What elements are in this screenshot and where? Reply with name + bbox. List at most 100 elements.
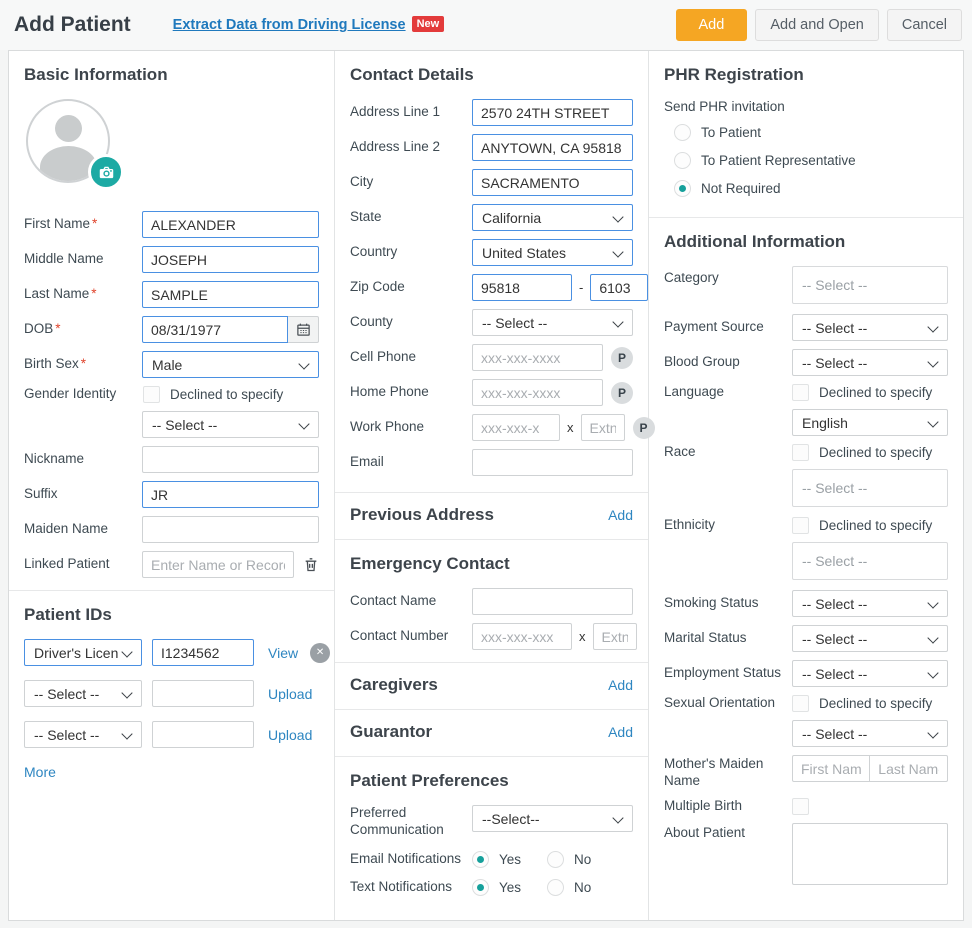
ethnicity-declined-checkbox[interactable] bbox=[792, 517, 809, 534]
blood-group-label: Blood Group bbox=[664, 354, 740, 370]
upload-link[interactable]: Upload bbox=[268, 685, 313, 702]
preferred-communication-select[interactable]: --Select-- bbox=[472, 805, 633, 832]
trash-icon[interactable] bbox=[303, 556, 319, 573]
maiden-name-input[interactable] bbox=[142, 516, 319, 543]
add-caregiver-link[interactable]: Add bbox=[608, 677, 633, 693]
sexual-orientation-declined-checkbox[interactable] bbox=[792, 695, 809, 712]
basic-information-title: Basic Information bbox=[24, 65, 168, 84]
sexual-orientation-select[interactable]: -- Select -- bbox=[792, 720, 948, 747]
zip-code-label: Zip Code bbox=[350, 279, 405, 295]
category-label: Category bbox=[664, 270, 719, 285]
middle-name-input[interactable] bbox=[142, 246, 319, 273]
text-notifications-no[interactable]: No bbox=[547, 878, 591, 896]
cancel-button[interactable]: Cancel bbox=[886, 9, 962, 41]
race-select[interactable]: -- Select -- bbox=[792, 469, 948, 507]
phr-option-to-patient[interactable]: To Patient bbox=[674, 124, 948, 141]
contact-number-input[interactable] bbox=[472, 623, 572, 650]
suffix-input[interactable] bbox=[142, 481, 319, 508]
work-phone-ext-input[interactable] bbox=[580, 414, 625, 441]
race-declined-checkbox[interactable] bbox=[792, 444, 809, 461]
patient-id-type-select-2[interactable]: -- Select -- bbox=[24, 680, 142, 707]
county-label: County bbox=[350, 314, 393, 330]
email-input[interactable] bbox=[472, 449, 633, 476]
phone-preferred-icon[interactable]: P bbox=[632, 416, 655, 439]
upload-link[interactable]: Upload bbox=[268, 726, 313, 743]
patient-id-type-select-1[interactable]: Driver's Licen bbox=[24, 639, 142, 666]
phone-preferred-icon[interactable]: P bbox=[611, 346, 633, 369]
caregivers-section: Caregivers Add bbox=[335, 663, 648, 710]
declined-to-specify-label: Declined to specify bbox=[819, 518, 933, 533]
contact-number-ext-input[interactable] bbox=[592, 623, 637, 650]
smoking-status-select[interactable]: -- Select -- bbox=[792, 590, 948, 617]
mothers-maiden-first-name-input[interactable] bbox=[792, 755, 871, 782]
camera-icon[interactable] bbox=[88, 154, 124, 190]
phone-preferred-icon[interactable]: P bbox=[611, 381, 633, 404]
new-badge: New bbox=[411, 16, 445, 32]
zip-code-input[interactable] bbox=[472, 274, 572, 301]
first-name-input[interactable] bbox=[142, 211, 319, 238]
calendar-icon[interactable] bbox=[288, 316, 319, 343]
category-select[interactable]: -- Select -- bbox=[792, 266, 948, 304]
patient-id-type-select-3[interactable]: -- Select -- bbox=[24, 721, 142, 748]
state-select[interactable]: California bbox=[472, 204, 633, 231]
address-line-1-input[interactable] bbox=[472, 99, 633, 126]
first-name-label: First Name bbox=[24, 216, 91, 232]
country-select[interactable]: United States bbox=[472, 239, 633, 266]
marital-status-select[interactable]: -- Select -- bbox=[792, 625, 948, 652]
payment-source-label: Payment Source bbox=[664, 319, 764, 335]
county-select[interactable]: -- Select -- bbox=[472, 309, 633, 336]
employment-status-select[interactable]: -- Select -- bbox=[792, 660, 948, 687]
remove-id-icon[interactable]: ✕ bbox=[310, 642, 331, 663]
multiple-birth-checkbox[interactable] bbox=[792, 797, 809, 815]
patient-id-value-input-1[interactable] bbox=[152, 639, 254, 666]
mothers-maiden-last-name-input[interactable] bbox=[870, 755, 948, 782]
extract-driving-license-link[interactable]: Extract Data from Driving License bbox=[172, 17, 406, 33]
payment-source-select[interactable]: -- Select -- bbox=[792, 314, 948, 341]
add-guarantor-link[interactable]: Add bbox=[608, 724, 633, 740]
more-link[interactable]: More bbox=[24, 764, 56, 780]
contact-number-label: Contact Number bbox=[350, 628, 449, 644]
phr-option-not-required[interactable]: Not Required bbox=[674, 180, 948, 197]
suffix-label: Suffix bbox=[24, 486, 58, 502]
patient-id-row: -- Select -- Upload bbox=[24, 680, 319, 707]
add-and-open-button[interactable]: Add and Open bbox=[755, 9, 879, 41]
cell-phone-input[interactable] bbox=[472, 344, 603, 371]
declined-to-specify-label: Declined to specify bbox=[819, 696, 933, 711]
add-button[interactable]: Add bbox=[675, 9, 748, 41]
home-phone-input[interactable] bbox=[472, 379, 603, 406]
work-phone-input[interactable] bbox=[472, 414, 560, 441]
gender-identity-declined-checkbox[interactable] bbox=[143, 386, 160, 403]
birth-sex-select[interactable]: Male bbox=[142, 351, 319, 378]
multiple-birth-label: Multiple Birth bbox=[664, 797, 743, 813]
ethnicity-select[interactable]: -- Select -- bbox=[792, 542, 948, 580]
radio-yes bbox=[472, 878, 489, 896]
email-notifications-yes[interactable]: Yes bbox=[472, 850, 521, 868]
zip-ext-input[interactable] bbox=[590, 274, 649, 301]
linked-patient-input[interactable] bbox=[142, 551, 294, 578]
last-name-input[interactable] bbox=[142, 281, 319, 308]
email-notifications-no[interactable]: No bbox=[547, 850, 591, 868]
patient-id-value-input-2[interactable] bbox=[152, 680, 254, 707]
patient-id-value-input-3[interactable] bbox=[152, 721, 254, 748]
page-title: Add Patient bbox=[14, 13, 131, 36]
text-notifications-yes[interactable]: Yes bbox=[472, 878, 521, 896]
phr-option-to-patient-representative[interactable]: To Patient Representative bbox=[674, 152, 948, 169]
language-select[interactable]: English bbox=[792, 409, 948, 436]
city-input[interactable] bbox=[472, 169, 633, 196]
blood-group-select[interactable]: -- Select -- bbox=[792, 349, 948, 376]
radio-no bbox=[547, 850, 565, 868]
add-patient-form: Basic Information First Name * bbox=[8, 50, 964, 921]
nickname-input[interactable] bbox=[142, 446, 319, 473]
add-previous-address-link[interactable]: Add bbox=[608, 507, 633, 523]
guarantor-section: Guarantor Add bbox=[335, 710, 648, 757]
dob-input[interactable] bbox=[142, 316, 288, 343]
view-link[interactable]: View bbox=[268, 644, 299, 661]
address-line-2-input[interactable] bbox=[472, 134, 633, 161]
contact-name-input[interactable] bbox=[472, 588, 633, 615]
gender-identity-select[interactable]: -- Select -- bbox=[142, 411, 319, 438]
about-patient-textarea[interactable] bbox=[792, 822, 948, 885]
state-label: State bbox=[350, 209, 382, 225]
cell-phone-label: Cell Phone bbox=[350, 349, 417, 365]
maiden-name-label: Maiden Name bbox=[24, 521, 109, 537]
language-declined-checkbox[interactable] bbox=[792, 384, 809, 401]
